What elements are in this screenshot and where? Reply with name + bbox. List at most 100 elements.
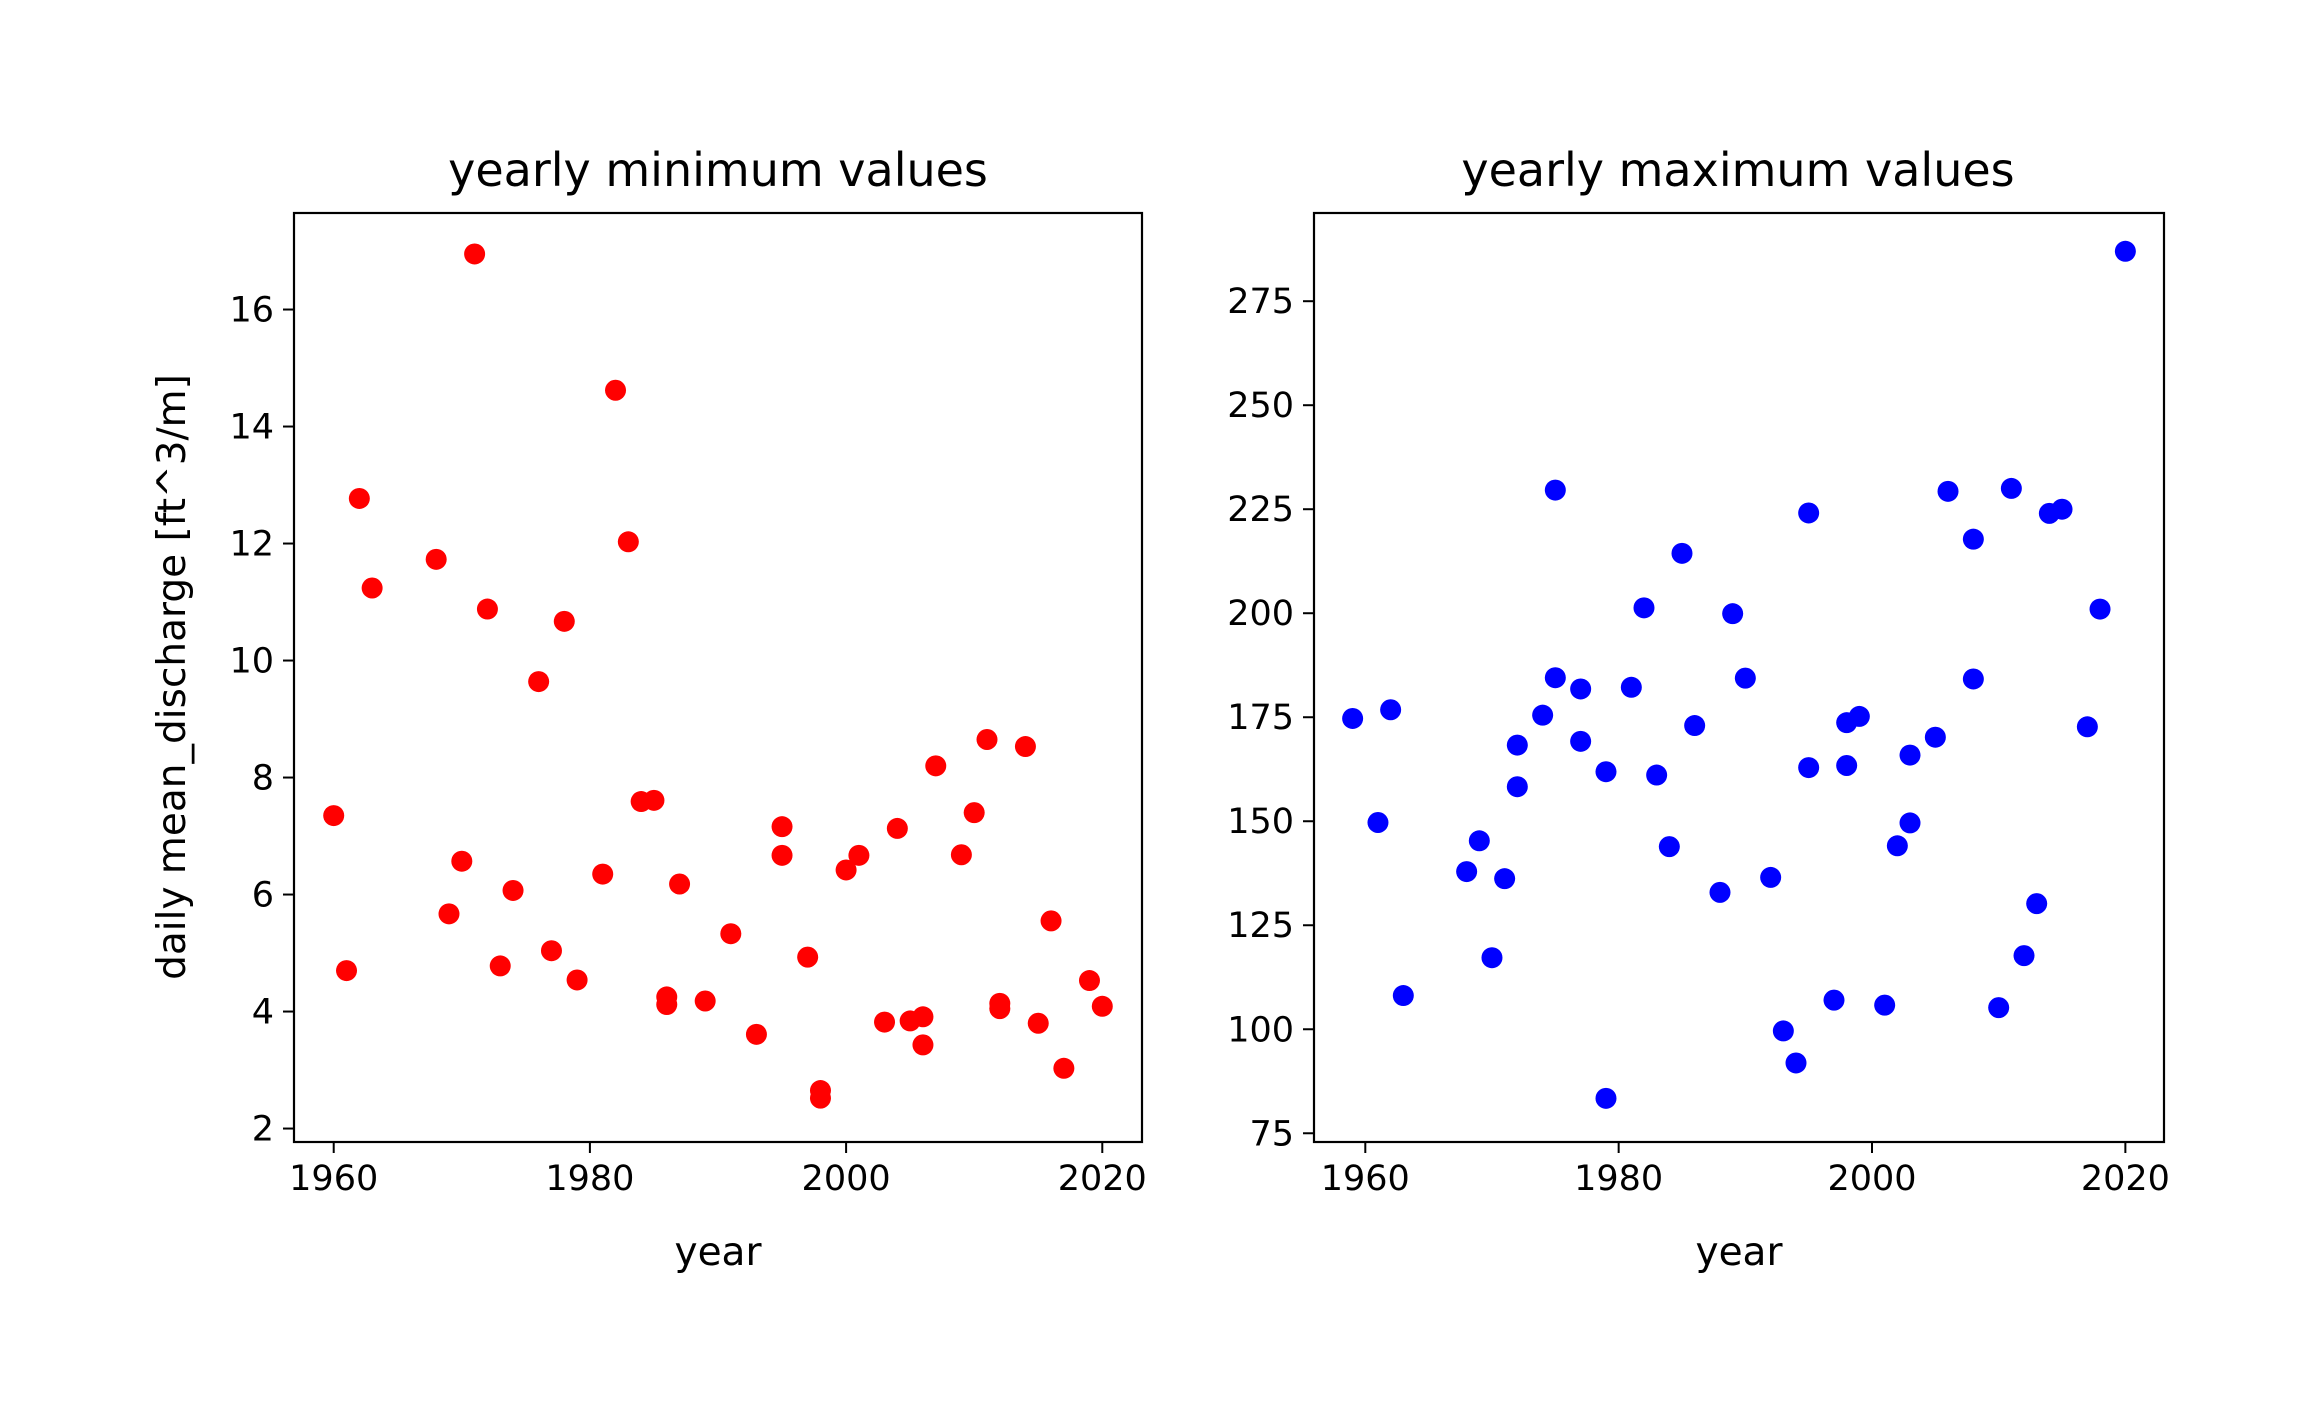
max-data-point bbox=[1836, 754, 1858, 776]
max-data-point bbox=[1342, 707, 1364, 729]
min-data-point bbox=[771, 816, 793, 838]
min-data-point bbox=[425, 548, 447, 570]
min-x-tick-label: 1960 bbox=[289, 1159, 378, 1199]
max-data-point bbox=[1481, 947, 1503, 969]
min-data-point bbox=[771, 844, 793, 866]
min-y-tick-label: 12 bbox=[229, 525, 274, 565]
min-data-point bbox=[656, 994, 678, 1016]
max-data-point bbox=[2114, 240, 2136, 262]
min-data-point bbox=[848, 844, 870, 866]
min-data-point bbox=[553, 610, 575, 632]
max-x-tick-label: 1960 bbox=[1321, 1159, 1410, 1199]
min-y-tick-label: 6 bbox=[252, 876, 274, 916]
max-y-tick-label: 125 bbox=[1227, 906, 1294, 946]
min-data-point bbox=[912, 1034, 934, 1056]
min-data-point bbox=[912, 1006, 934, 1028]
max-data-point bbox=[1722, 603, 1744, 625]
min-data-point bbox=[694, 990, 716, 1012]
min-data-point bbox=[1091, 995, 1113, 1017]
max-data-point bbox=[1848, 705, 1870, 727]
min-data-point bbox=[489, 955, 511, 977]
min-data-point bbox=[336, 960, 358, 982]
max-data-point bbox=[1988, 997, 2010, 1019]
max-data-point bbox=[2089, 598, 2111, 620]
max-data-point bbox=[2051, 498, 2073, 520]
max-y-tick-label: 200 bbox=[1227, 594, 1294, 634]
max-data-point bbox=[1886, 835, 1908, 857]
max-x-tick-label: 2000 bbox=[1827, 1159, 1916, 1199]
min-data-point bbox=[669, 873, 691, 895]
min-data-point bbox=[540, 940, 562, 962]
min-data-point bbox=[720, 923, 742, 945]
min-chart-title: yearly minimum values bbox=[448, 143, 988, 197]
max-data-point bbox=[1506, 776, 1528, 798]
max-data-point bbox=[1367, 811, 1389, 833]
max-data-point bbox=[1684, 715, 1706, 737]
max-data-point bbox=[1760, 866, 1782, 888]
min-x-tick-label: 1980 bbox=[545, 1159, 634, 1199]
min-y-tick-label: 2 bbox=[252, 1110, 274, 1150]
min-data-point bbox=[809, 1087, 831, 1109]
max-data-point bbox=[1937, 480, 1959, 502]
max-data-point bbox=[1595, 761, 1617, 783]
max-y-tick-label: 150 bbox=[1227, 802, 1294, 842]
min-data-point bbox=[989, 998, 1011, 1020]
max-data-point bbox=[1392, 985, 1414, 1007]
max-data-point bbox=[1544, 667, 1566, 689]
min-data-point bbox=[438, 903, 460, 925]
min-y-tick-label: 10 bbox=[229, 642, 274, 682]
max-data-point bbox=[2076, 716, 2098, 738]
max-data-point bbox=[1494, 868, 1516, 890]
max-axis-ticks: 1960 1980 2000 2020 75 100 125 150 175 200 225 250 2… bbox=[1227, 282, 2170, 1199]
max-data-point bbox=[1899, 744, 1921, 766]
min-axis-ticks: 1960 1980 2000 2020 2 4 6 8 10 12 14 16 bbox=[229, 291, 1146, 1199]
min-data-points bbox=[323, 243, 1113, 1109]
min-data-point bbox=[1027, 1012, 1049, 1034]
min-data-point bbox=[886, 817, 908, 839]
max-data-point bbox=[1962, 668, 1984, 690]
min-data-point bbox=[643, 789, 665, 811]
max-data-point bbox=[1671, 542, 1693, 564]
max-data-point bbox=[1874, 994, 1896, 1016]
min-data-point bbox=[361, 577, 383, 599]
max-y-tick-label: 100 bbox=[1227, 1010, 1294, 1050]
max-data-point bbox=[2013, 945, 2035, 967]
max-y-tick-label: 175 bbox=[1227, 698, 1294, 738]
min-data-point bbox=[502, 879, 524, 901]
min-x-tick-label: 2000 bbox=[802, 1159, 891, 1199]
max-y-tick-label: 250 bbox=[1227, 386, 1294, 426]
max-data-point bbox=[1899, 812, 1921, 834]
max-data-point bbox=[1646, 764, 1668, 786]
max-data-points bbox=[1342, 240, 2136, 1109]
min-y-tick-label: 16 bbox=[229, 291, 274, 331]
max-data-point bbox=[1633, 597, 1655, 619]
min-data-point bbox=[874, 1011, 896, 1033]
min-x-tick-label: 2020 bbox=[1058, 1159, 1147, 1199]
max-x-axis-label: year bbox=[1695, 1230, 1783, 1275]
min-data-point bbox=[464, 243, 486, 265]
max-data-point bbox=[1798, 757, 1820, 779]
max-y-tick-label: 275 bbox=[1227, 282, 1294, 322]
max-data-point bbox=[1924, 726, 1946, 748]
max-data-point bbox=[2000, 477, 2022, 499]
min-y-axis-label: daily mean_discharge [ft^3/m] bbox=[150, 374, 195, 980]
max-data-point bbox=[1544, 479, 1566, 501]
max-data-point bbox=[2026, 893, 2048, 915]
max-data-point bbox=[1772, 1020, 1794, 1042]
max-data-point bbox=[1456, 861, 1478, 883]
max-data-point bbox=[1734, 667, 1756, 689]
max-data-point bbox=[1506, 734, 1528, 756]
max-data-point bbox=[1570, 678, 1592, 700]
min-data-point bbox=[451, 850, 473, 872]
min-data-point bbox=[528, 671, 550, 693]
min-x-axis-label: year bbox=[674, 1230, 762, 1275]
min-y-tick-label: 8 bbox=[252, 759, 274, 799]
min-data-point bbox=[963, 802, 985, 824]
max-chart-title: yearly maximum values bbox=[1461, 143, 2014, 197]
min-data-point bbox=[1078, 970, 1100, 992]
min-data-point bbox=[835, 859, 857, 881]
min-data-point bbox=[323, 805, 345, 827]
max-y-tick-label: 225 bbox=[1227, 490, 1294, 530]
max-data-point bbox=[1468, 830, 1490, 852]
